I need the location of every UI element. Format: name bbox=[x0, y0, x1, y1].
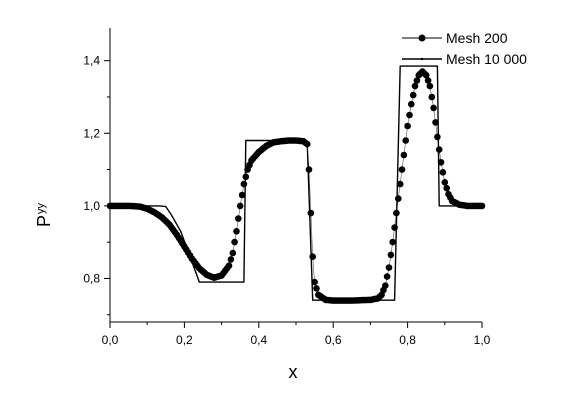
series-mesh-200-point bbox=[383, 273, 391, 280]
series-mesh-200-point bbox=[435, 146, 443, 153]
series-mesh-200-point bbox=[413, 77, 421, 84]
legend-mesh-200-label: Mesh 200 bbox=[446, 30, 508, 46]
series-mesh-200-point bbox=[307, 209, 315, 217]
series-mesh-200-point bbox=[398, 166, 406, 173]
series-layer bbox=[106, 65, 486, 304]
x-tick-label: 1,0 bbox=[474, 333, 491, 347]
y-tick-label: 0,8 bbox=[83, 271, 100, 285]
series-mesh-200-point bbox=[437, 159, 445, 166]
series-mesh-200-point bbox=[231, 238, 238, 246]
series-mesh-200-point bbox=[422, 71, 430, 79]
x-tick-label: 0,4 bbox=[250, 333, 267, 347]
series-mesh-200-point bbox=[434, 133, 441, 141]
legend-mesh-10000-label: Mesh 10 000 bbox=[446, 51, 527, 67]
series-mesh-200-point bbox=[240, 180, 248, 188]
series-mesh-200-point bbox=[313, 285, 320, 292]
series-mesh-200-point bbox=[389, 238, 397, 246]
series-mesh-200-point bbox=[229, 249, 237, 257]
series-mesh-200-point bbox=[432, 119, 439, 126]
series-mesh-200-point bbox=[311, 278, 318, 286]
series-mesh-200-point bbox=[236, 202, 244, 210]
legend-mesh-200-marker bbox=[418, 34, 426, 42]
series-mesh-200-point bbox=[428, 93, 436, 101]
series-mesh-200-point bbox=[411, 82, 419, 90]
series-mesh-200-point bbox=[424, 77, 432, 84]
series-mesh-200-connector bbox=[110, 71, 482, 301]
y-tick-label: 1,4 bbox=[83, 54, 100, 68]
series-mesh-200-point bbox=[402, 137, 410, 144]
series-mesh-200-point bbox=[426, 82, 434, 90]
series-mesh-200-point bbox=[309, 253, 317, 260]
y-tick-label: 1,2 bbox=[83, 126, 100, 140]
legend-mesh-10000-marker bbox=[420, 57, 424, 61]
series-mesh-200-point bbox=[395, 195, 402, 202]
series-mesh-200-point bbox=[238, 191, 246, 199]
series-mesh-200-point bbox=[404, 122, 411, 130]
x-tick-label: 0,8 bbox=[399, 333, 416, 347]
series-mesh-10-000-line bbox=[110, 65, 482, 301]
series-mesh-200-point bbox=[408, 100, 415, 108]
series-mesh-200-point bbox=[227, 256, 235, 263]
series-mesh-200-point bbox=[233, 228, 240, 235]
series-mesh-200-point bbox=[382, 282, 389, 290]
y-axis-title-subscript: yy bbox=[35, 202, 47, 214]
series-mesh-200-point bbox=[385, 264, 393, 271]
series-mesh-200-point bbox=[400, 151, 408, 159]
y-tick-label: 1,0 bbox=[83, 199, 100, 213]
series-mesh-200-point bbox=[409, 91, 417, 99]
series-mesh-200-point bbox=[443, 184, 451, 192]
series-mesh-200-point bbox=[235, 215, 242, 222]
x-tick-label: 0,2 bbox=[176, 333, 193, 347]
axes: 0,0 0,2 0,4 0,6 0,8 1,0 0,8 1,0 1,2 1,4 bbox=[83, 28, 491, 347]
y-axis-title-main: P bbox=[34, 215, 54, 227]
x-tick-label: 0,6 bbox=[325, 333, 342, 347]
series-mesh-200-point bbox=[441, 179, 449, 186]
series-mesh-200-point bbox=[305, 166, 313, 173]
x-tick-label: 0,0 bbox=[102, 333, 119, 347]
series-mesh-200-point bbox=[430, 104, 437, 112]
series-mesh-200-point bbox=[225, 262, 233, 270]
series-mesh-200-point bbox=[396, 180, 404, 188]
x-axis-title: x bbox=[289, 362, 298, 382]
legend: Mesh 200 Mesh 10 000 bbox=[402, 30, 527, 67]
series-mesh-200-point bbox=[387, 251, 395, 259]
y-axis-title: Pyy bbox=[34, 202, 54, 227]
series-mesh-200-point bbox=[406, 111, 413, 119]
series-mesh-200-point bbox=[439, 169, 447, 176]
